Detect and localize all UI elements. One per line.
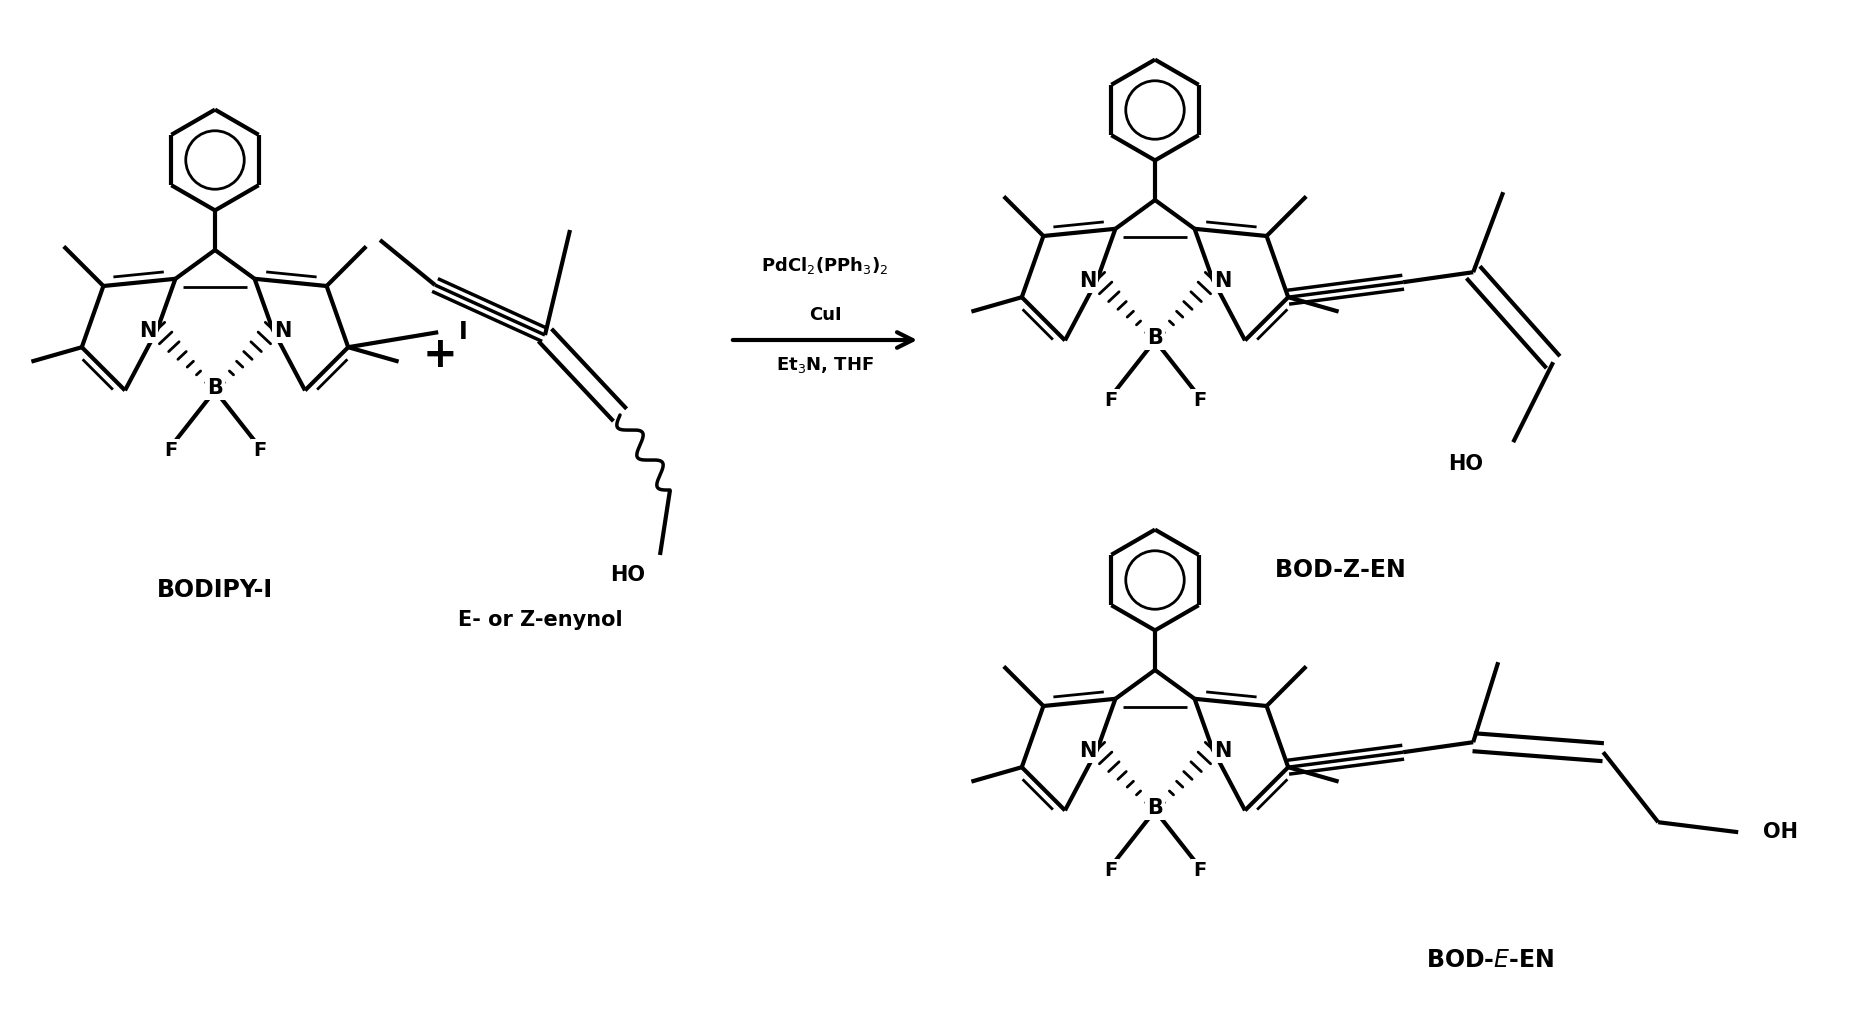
Text: Et$_3$N, THF: Et$_3$N, THF [777, 355, 874, 375]
Text: N: N [1079, 272, 1096, 291]
Text: F: F [1193, 862, 1206, 881]
Text: HO: HO [1448, 454, 1484, 475]
Text: B: B [1146, 328, 1163, 348]
Text: BOD-⁠Z⁠-EN: BOD-⁠Z⁠-EN [1274, 558, 1405, 582]
Text: E- or Z-enynol: E- or Z-enynol [458, 610, 623, 630]
Text: OH: OH [1763, 822, 1799, 842]
Text: F: F [163, 441, 176, 461]
Text: F: F [1193, 391, 1206, 410]
Text: N: N [274, 321, 291, 341]
Text: CuI: CuI [809, 306, 840, 324]
Text: B: B [206, 379, 223, 398]
Text: N: N [1214, 272, 1231, 291]
Text: BODIPY-I: BODIPY-I [158, 578, 274, 602]
Text: BOD-$\mathit{E}$-EN: BOD-$\mathit{E}$-EN [1426, 948, 1553, 972]
Text: F: F [253, 441, 266, 461]
Text: F: F [1103, 391, 1116, 410]
Text: N: N [1214, 741, 1231, 762]
Text: +: + [422, 334, 458, 376]
Text: N: N [1079, 741, 1096, 762]
Text: F: F [1103, 862, 1116, 881]
Text: HO: HO [610, 565, 645, 585]
Text: PdCl$_2$(PPh$_3$)$_2$: PdCl$_2$(PPh$_3$)$_2$ [762, 255, 889, 276]
Text: I: I [460, 320, 467, 344]
Text: B: B [1146, 798, 1163, 818]
Text: N: N [139, 321, 156, 341]
